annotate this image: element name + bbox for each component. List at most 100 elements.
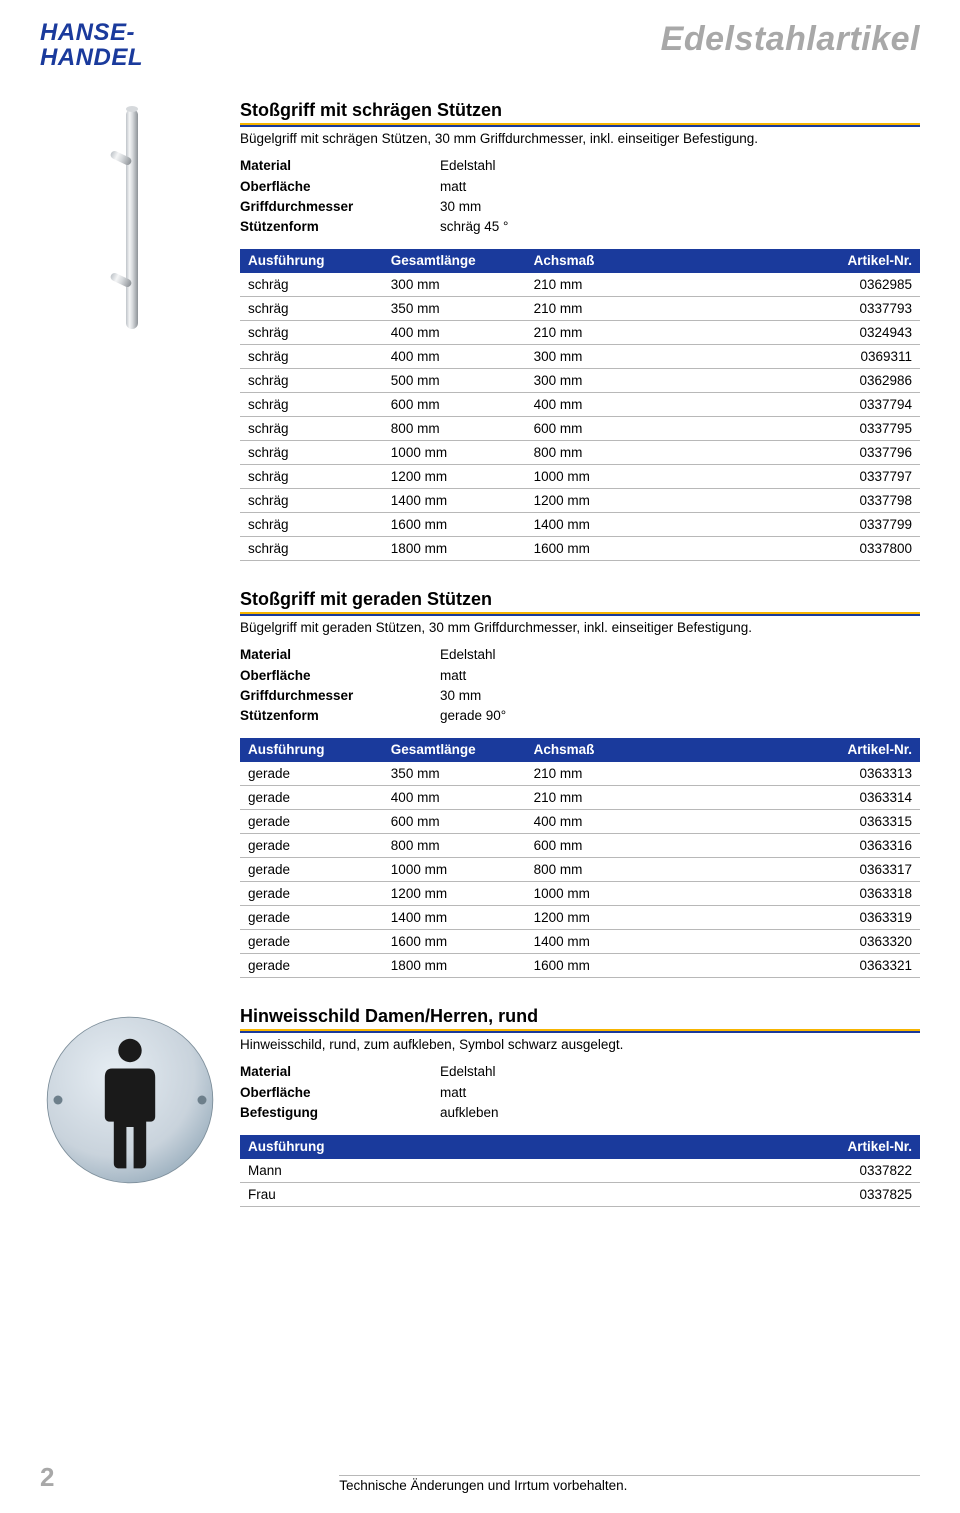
table-cell: 210 mm — [526, 786, 716, 810]
table-cell: 1800 mm — [383, 537, 526, 561]
spec-value: Edelstahl — [440, 1062, 496, 1082]
table-cell: 0363319 — [716, 906, 920, 930]
table-cell: 0363317 — [716, 858, 920, 882]
table-row: schräg1000 mm800 mm0337796 — [240, 441, 920, 465]
table-cell: 0337793 — [716, 297, 920, 321]
table-cell: gerade — [240, 834, 383, 858]
section1-desc: Bügelgriff mit schrägen Stützen, 30 mm G… — [240, 131, 920, 146]
section1-table: AusführungGesamtlängeAchsmaßArtikel-Nr. … — [240, 249, 920, 561]
section3-table: AusführungArtikel-Nr. Mann0337822Frau033… — [240, 1135, 920, 1207]
table-cell: gerade — [240, 762, 383, 786]
table-cell: schräg — [240, 513, 383, 537]
table-cell: 350 mm — [383, 762, 526, 786]
table-cell: 600 mm — [383, 393, 526, 417]
section2-title: Stoßgriff mit geraden Stützen — [240, 589, 920, 610]
table-cell: 800 mm — [526, 858, 716, 882]
table-cell: schräg — [240, 393, 383, 417]
table-row: schräg800 mm600 mm0337795 — [240, 417, 920, 441]
spec-value: matt — [440, 1083, 466, 1103]
table-header-cell: Ausführung — [240, 249, 383, 273]
table-header-cell: Ausführung — [240, 1135, 648, 1159]
table-cell: gerade — [240, 906, 383, 930]
table-cell: 1600 mm — [383, 513, 526, 537]
table-cell: schräg — [240, 369, 383, 393]
spec-row: Stützenformschräg 45 ° — [240, 217, 920, 237]
table-cell: gerade — [240, 786, 383, 810]
table-header-cell: Artikel-Nr. — [648, 1135, 920, 1159]
table-row: schräg350 mm210 mm0337793 — [240, 297, 920, 321]
table-cell: 210 mm — [526, 762, 716, 786]
table-cell: 400 mm — [383, 786, 526, 810]
section1-title: Stoßgriff mit schrägen Stützen — [240, 100, 920, 121]
table-cell: 600 mm — [526, 834, 716, 858]
spec-row: Oberflächematt — [240, 1083, 920, 1103]
table-row: gerade600 mm400 mm0363315 — [240, 810, 920, 834]
spec-label: Oberfläche — [240, 1083, 440, 1103]
spec-label: Oberfläche — [240, 666, 440, 686]
table-cell: 800 mm — [383, 834, 526, 858]
table-cell: 0363314 — [716, 786, 920, 810]
table-cell: 300 mm — [526, 369, 716, 393]
spec-value: 30 mm — [440, 197, 481, 217]
table-cell: 400 mm — [526, 810, 716, 834]
table-row: Frau0337825 — [240, 1183, 920, 1207]
spec-value: aufkleben — [440, 1103, 499, 1123]
table-cell: 0337796 — [716, 441, 920, 465]
spec-label: Stützenform — [240, 217, 440, 237]
table-row: gerade800 mm600 mm0363316 — [240, 834, 920, 858]
table-cell: 0337795 — [716, 417, 920, 441]
table-row: gerade350 mm210 mm0363313 — [240, 762, 920, 786]
section3-desc: Hinweisschild, rund, zum aufkleben, Symb… — [240, 1037, 920, 1052]
table-cell: 210 mm — [526, 273, 716, 297]
table-cell: schräg — [240, 441, 383, 465]
table-cell: 1600 mm — [383, 930, 526, 954]
table-cell: 1000 mm — [383, 858, 526, 882]
table-header-cell: Artikel-Nr. — [716, 249, 920, 273]
section3-specs: MaterialEdelstahlOberflächemattBefestigu… — [240, 1062, 920, 1123]
table-cell: 0363315 — [716, 810, 920, 834]
spec-row: Griffdurchmesser30 mm — [240, 197, 920, 217]
spec-label: Griffdurchmesser — [240, 686, 440, 706]
table-cell: 1000 mm — [526, 465, 716, 489]
table-cell: 1200 mm — [383, 465, 526, 489]
table-header-cell: Achsmaß — [526, 738, 716, 762]
table-cell: 1200 mm — [526, 906, 716, 930]
table-cell: 0363313 — [716, 762, 920, 786]
table-cell: 0324943 — [716, 321, 920, 345]
table-cell: 0363320 — [716, 930, 920, 954]
table-row: gerade1000 mm800 mm0363317 — [240, 858, 920, 882]
section-sign: Hinweisschild Damen/Herren, rund Hinweis… — [40, 1006, 920, 1207]
spec-row: MaterialEdelstahl — [240, 156, 920, 176]
table-header-cell: Achsmaß — [526, 249, 716, 273]
table-row: schräg600 mm400 mm0337794 — [240, 393, 920, 417]
table-cell: gerade — [240, 882, 383, 906]
table-cell: schräg — [240, 465, 383, 489]
spec-label: Stützenform — [240, 706, 440, 726]
table-cell: 0337798 — [716, 489, 920, 513]
table-cell: 1400 mm — [383, 906, 526, 930]
title-underline — [240, 612, 920, 616]
table-header-cell: Gesamtlänge — [383, 249, 526, 273]
table-cell: 300 mm — [526, 345, 716, 369]
spec-value: schräg 45 ° — [440, 217, 508, 237]
table-row: schräg1200 mm1000 mm0337797 — [240, 465, 920, 489]
table-header-cell: Ausführung — [240, 738, 383, 762]
spec-row: MaterialEdelstahl — [240, 1062, 920, 1082]
table-cell: schräg — [240, 321, 383, 345]
table-cell: 0337800 — [716, 537, 920, 561]
table-cell: 1000 mm — [526, 882, 716, 906]
table-row: schräg400 mm210 mm0324943 — [240, 321, 920, 345]
table-cell: schräg — [240, 537, 383, 561]
section-schraeg: Stoßgriff mit schrägen Stützen Bügelgrif… — [40, 100, 920, 561]
table-cell: 350 mm — [383, 297, 526, 321]
table-cell: 0363316 — [716, 834, 920, 858]
table-row: gerade1200 mm1000 mm0363318 — [240, 882, 920, 906]
table-cell: 600 mm — [526, 417, 716, 441]
spec-value: matt — [440, 177, 466, 197]
table-cell: 0337797 — [716, 465, 920, 489]
spec-label: Oberfläche — [240, 177, 440, 197]
brand-logo: HANSE- HANDEL — [40, 20, 143, 70]
spec-value: 30 mm — [440, 686, 481, 706]
spec-value: Edelstahl — [440, 645, 496, 665]
table-cell: 1200 mm — [526, 489, 716, 513]
